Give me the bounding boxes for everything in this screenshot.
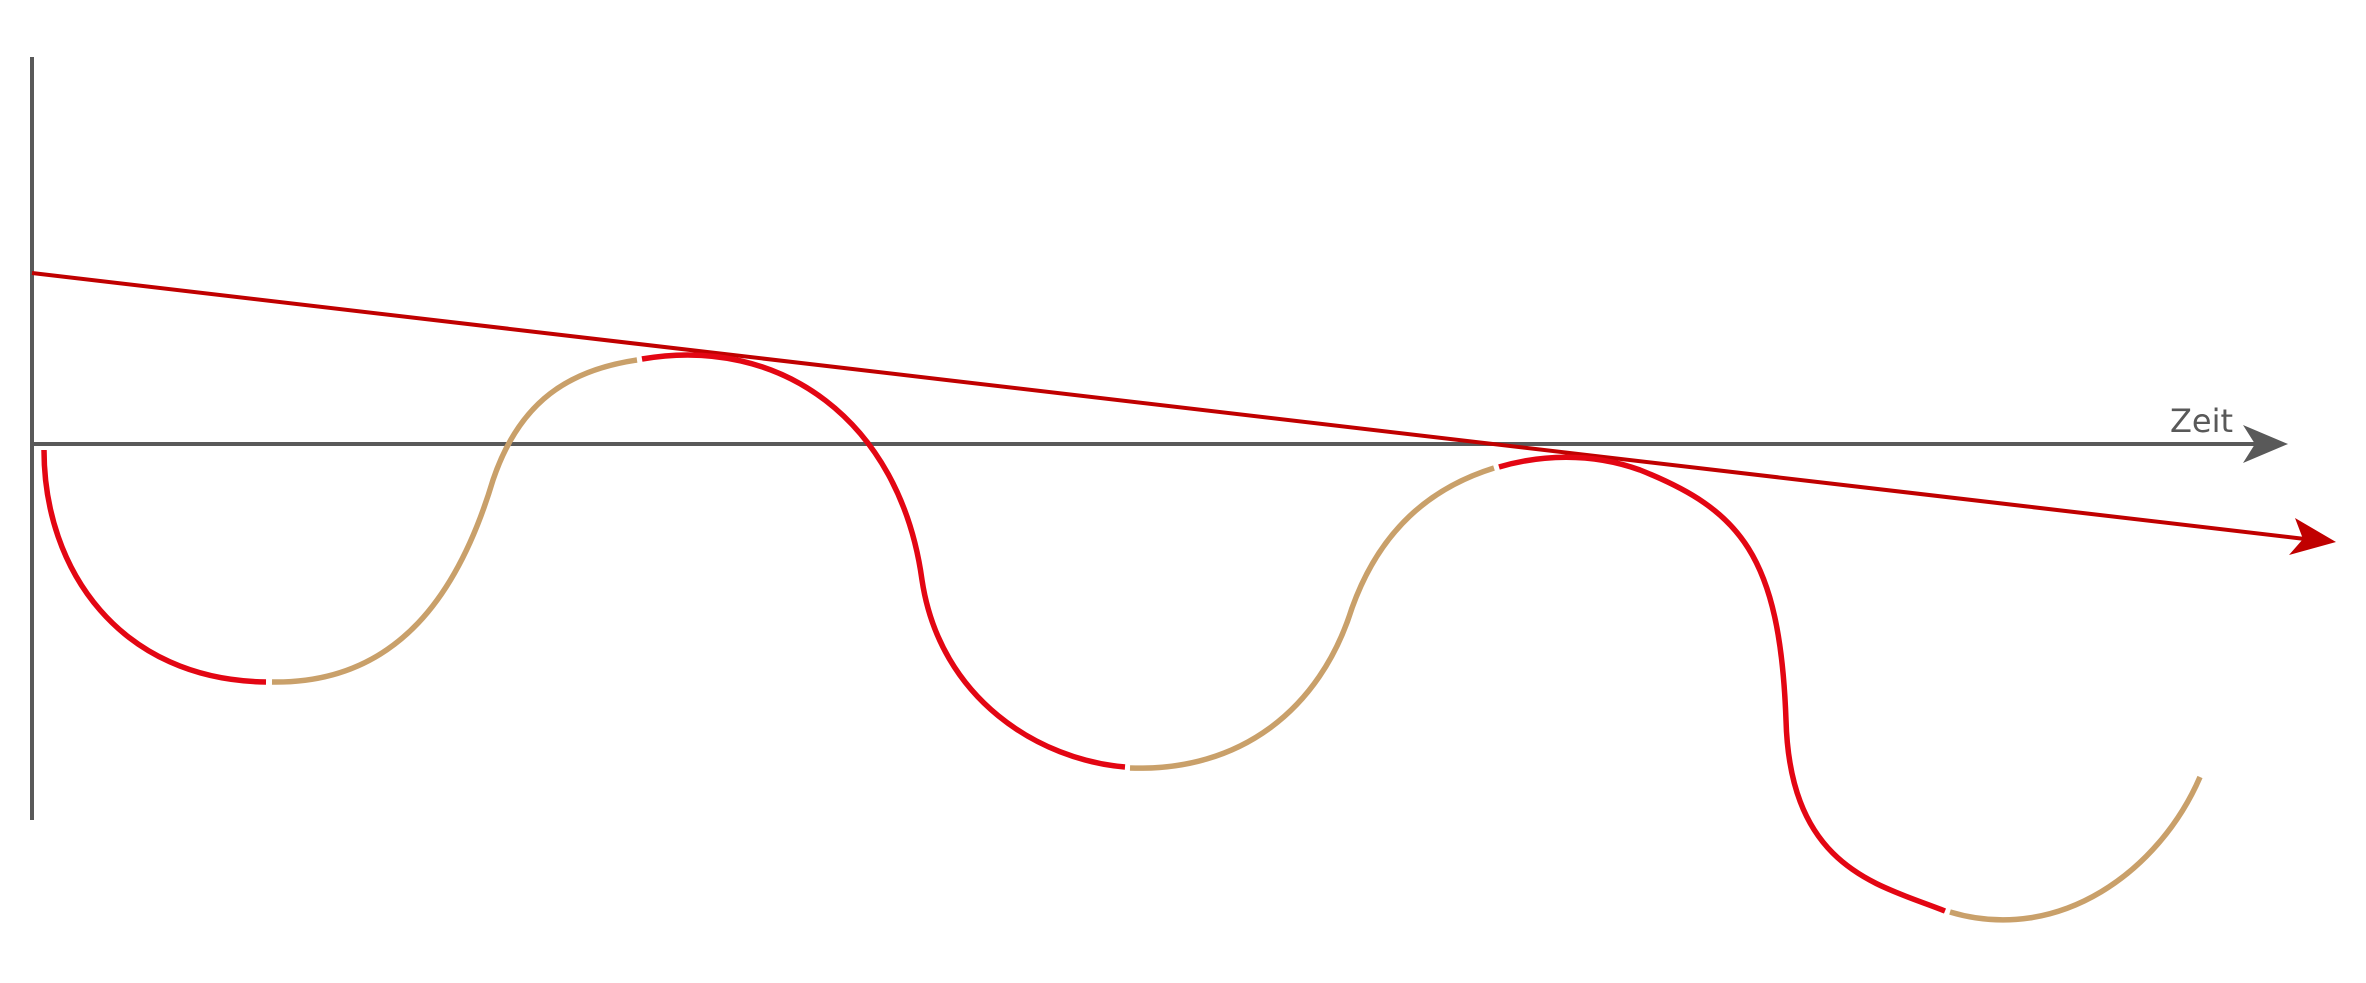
trend-line	[31, 271, 2306, 541]
curve-rising-segment-2	[1129, 465, 1495, 771]
x-axis-label: Zeit	[2170, 402, 2233, 440]
curve-falling-segment-3	[1498, 454, 1947, 914]
curve-falling-segment-2	[641, 352, 1126, 770]
curve-rising-segment-3	[1949, 775, 2203, 923]
curve-rising-segment-1	[271, 357, 638, 685]
x-axis-arrowhead	[2243, 425, 2288, 463]
curve-falling-segment-1	[41, 449, 267, 685]
trend-line-arrowhead	[2289, 518, 2336, 555]
